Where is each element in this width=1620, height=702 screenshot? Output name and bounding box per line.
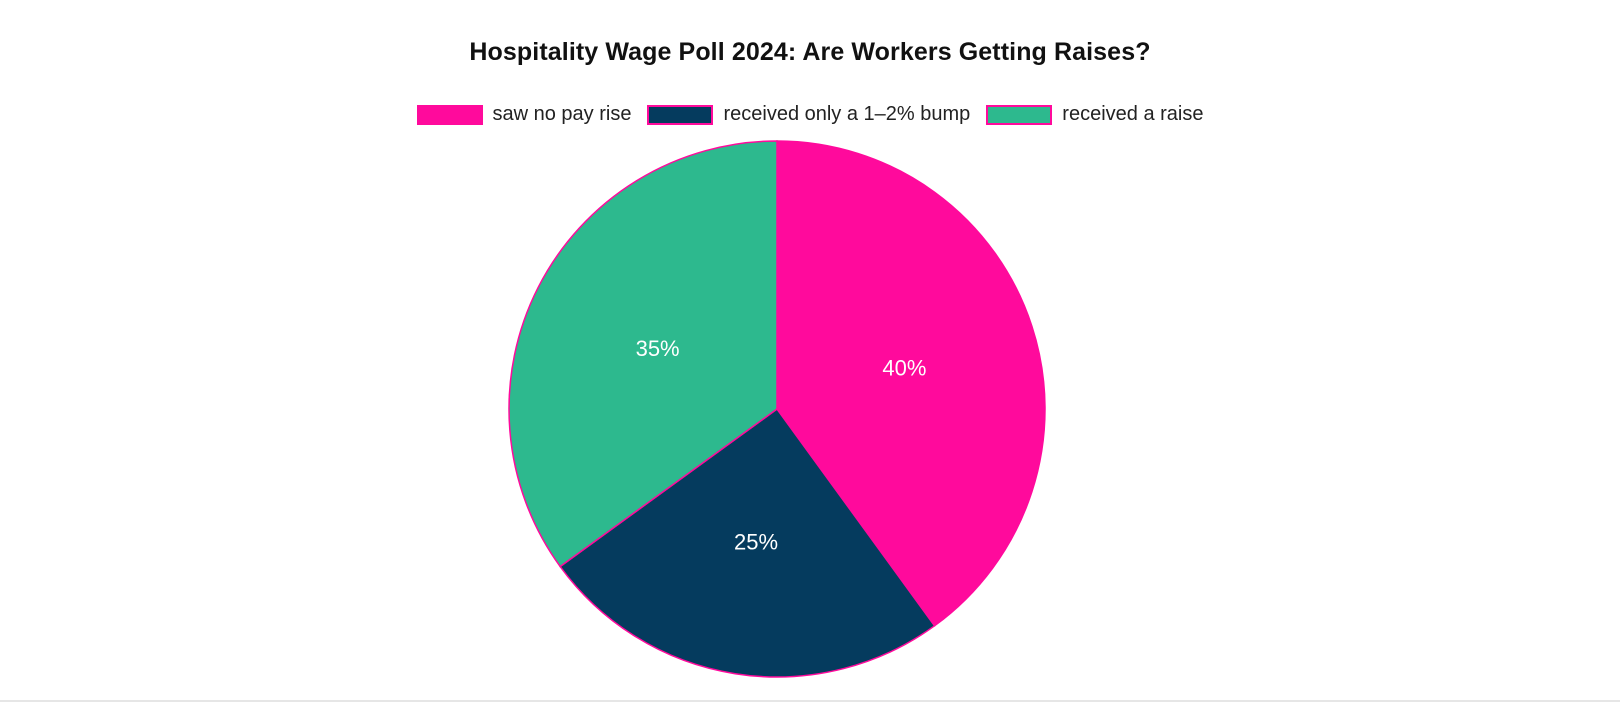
legend-item-no-pay-rise[interactable]: saw no pay rise [416, 103, 632, 126]
legend: saw no pay rise received only a 1–2% bum… [0, 103, 1620, 126]
legend-item-small-bump[interactable]: received only a 1–2% bump [647, 103, 970, 126]
slice-label-1: 25% [734, 529, 778, 554]
legend-label: received only a 1–2% bump [723, 103, 971, 125]
legend-swatch [647, 104, 714, 125]
slice-label-0: 40% [882, 356, 926, 381]
pie-slice-0[interactable] [776, 140, 1046, 627]
slice-label-2: 35% [636, 336, 680, 361]
legend-label: saw no pay rise [492, 103, 632, 125]
legend-label: received a raise [1062, 103, 1204, 125]
bottom-divider [0, 700, 1620, 702]
chart-title: Hospitality Wage Poll 2024: Are Workers … [469, 38, 1151, 66]
legend-swatch [416, 104, 483, 125]
pie-slice-2[interactable] [508, 140, 778, 568]
legend-item-raise[interactable]: received a raise [986, 103, 1203, 126]
legend-swatch [986, 104, 1053, 125]
pie-slice-1[interactable] [559, 407, 936, 678]
